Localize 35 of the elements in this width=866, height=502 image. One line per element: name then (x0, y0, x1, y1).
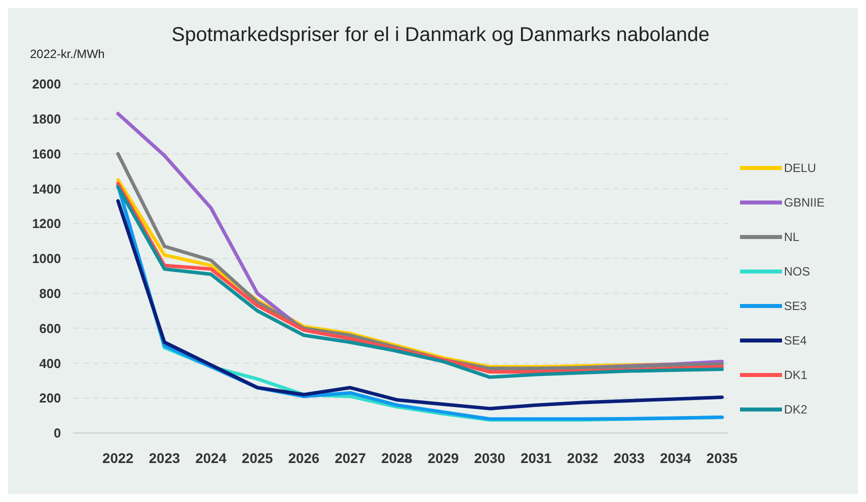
legend-label: DK2 (784, 402, 808, 417)
x-tick-label: 2024 (195, 450, 227, 466)
y-tick-label: 1600 (32, 146, 61, 162)
x-tick-label: 2029 (428, 450, 460, 466)
y-tick-label: 600 (39, 320, 61, 336)
x-tick-label: 2030 (474, 450, 506, 466)
legend-label: SE3 (784, 299, 808, 314)
legend-label: DELU (784, 161, 816, 176)
y-tick-label: 2000 (32, 76, 61, 92)
x-tick-label: 2025 (242, 450, 274, 466)
legend-label: NOS (784, 264, 810, 279)
x-tick-label: 2032 (567, 450, 598, 466)
legend-label: SE4 (784, 334, 808, 348)
y-tick-label: 200 (39, 390, 61, 406)
x-tick-label: 2026 (288, 450, 320, 466)
y-axis-title: 2022-kr./MWh (30, 47, 105, 61)
y-tick-label: 1400 (32, 181, 61, 196)
x-tick-label: 2028 (381, 450, 413, 466)
legend-label: GBNIIE (784, 196, 825, 210)
y-tick-label: 1200 (32, 216, 61, 232)
y-tick-label: 0 (54, 426, 61, 441)
y-tick-label: 1000 (32, 251, 61, 266)
legend-label: DK1 (784, 368, 808, 382)
y-tick-label: 400 (39, 356, 61, 371)
x-tick-label: 2033 (614, 450, 645, 466)
x-tick-label: 2031 (520, 450, 552, 466)
x-tick-label: 2023 (148, 450, 180, 466)
x-tick-label: 2022 (102, 450, 134, 466)
chart-title: Spotmarkedspriser for el i Danmark og Danmarks nabolande (171, 24, 710, 46)
legend-label: NL (784, 230, 800, 244)
y-tick-label: 800 (39, 286, 61, 301)
x-tick-label: 2035 (706, 450, 738, 466)
x-tick-label: 2034 (660, 450, 692, 466)
y-tick-label: 1800 (32, 111, 61, 126)
x-tick-label: 2027 (334, 450, 366, 466)
